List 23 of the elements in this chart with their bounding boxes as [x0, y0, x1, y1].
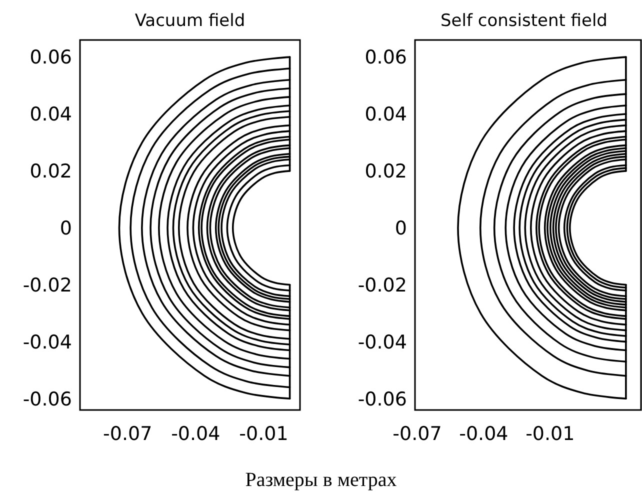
y-tick-label: -0.06: [358, 388, 407, 410]
y-tick-label: 0.04: [30, 104, 72, 126]
y-tick-label: 0.04: [364, 104, 407, 126]
x-tick-label: -0.04: [459, 423, 508, 445]
chart-title: Vacuum field: [134, 11, 246, 31]
x-tick-label: -0.04: [171, 423, 220, 445]
y-tick-label: 0.02: [364, 160, 407, 183]
y-tick-label: -0.02: [358, 274, 407, 296]
x-tick-label: -0.01: [526, 423, 575, 445]
x-tick-label: -0.07: [392, 423, 442, 445]
y-tick-label: -0.02: [22, 274, 72, 296]
x-tick-label: -0.01: [239, 423, 288, 445]
y-tick-label: -0.04: [22, 331, 72, 354]
text: Размеры в метрах: [245, 469, 397, 491]
y-tick-label: 0: [60, 217, 72, 240]
x-tick-label: -0.07: [103, 423, 152, 445]
y-tick-label: -0.04: [358, 331, 407, 354]
y-tick-label: 0.06: [364, 46, 407, 69]
chart-title: Self consistent field: [440, 11, 608, 31]
y-tick-label: 0.02: [30, 160, 72, 183]
y-tick-label: -0.06: [22, 388, 72, 410]
y-tick-label: 0.06: [30, 46, 72, 69]
y-tick-label: 0: [394, 217, 407, 240]
